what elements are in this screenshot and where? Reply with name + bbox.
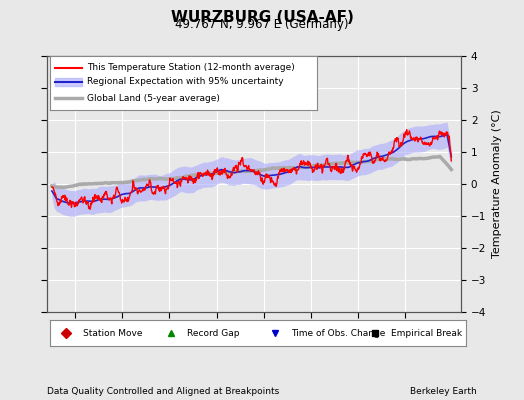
Text: This Temperature Station (12-month average): This Temperature Station (12-month avera… bbox=[87, 63, 295, 72]
Text: Regional Expectation with 95% uncertainty: Regional Expectation with 95% uncertaint… bbox=[87, 78, 284, 86]
Text: Station Move: Station Move bbox=[83, 328, 143, 338]
Text: WURZBURG (USA-AF): WURZBURG (USA-AF) bbox=[171, 10, 353, 25]
Text: Berkeley Earth: Berkeley Earth bbox=[410, 387, 477, 396]
Text: Time of Obs. Change: Time of Obs. Change bbox=[291, 328, 386, 338]
Y-axis label: Temperature Anomaly (°C): Temperature Anomaly (°C) bbox=[492, 110, 502, 258]
Text: Data Quality Controlled and Aligned at Breakpoints: Data Quality Controlled and Aligned at B… bbox=[47, 387, 279, 396]
Text: Global Land (5-year average): Global Land (5-year average) bbox=[87, 94, 220, 103]
Text: Record Gap: Record Gap bbox=[187, 328, 240, 338]
Text: 49.767 N, 9.967 E (Germany): 49.767 N, 9.967 E (Germany) bbox=[175, 18, 349, 31]
Text: Empirical Break: Empirical Break bbox=[391, 328, 463, 338]
